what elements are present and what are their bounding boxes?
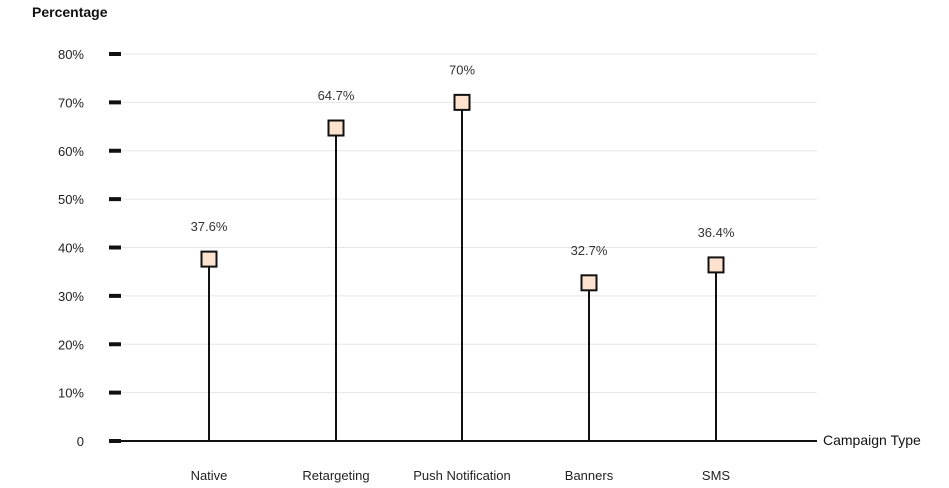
data-labels: 37.6% 64.7% 70% 32.7% 36.4%	[191, 62, 735, 257]
stems	[208, 102, 717, 441]
y-tick-label: 0	[77, 434, 84, 449]
y-tick-mark	[109, 245, 121, 250]
data-label: 70%	[449, 62, 475, 77]
y-tick-mark	[109, 197, 121, 202]
y-tick-label: 70%	[58, 95, 84, 110]
y-tick-mark	[109, 390, 121, 395]
x-tick-label: Push Notification	[413, 468, 511, 483]
x-tick-label: Banners	[565, 468, 614, 483]
marker	[327, 119, 345, 137]
x-tick-label: Native	[191, 468, 228, 483]
marker	[453, 93, 471, 111]
y-tick-mark	[109, 52, 121, 56]
data-label: 64.7%	[318, 88, 355, 103]
marker	[200, 250, 218, 268]
gridlines	[122, 53, 817, 394]
x-tick-label: Retargeting	[302, 468, 369, 483]
y-tick-label: 10%	[58, 386, 84, 401]
y-tick-label: 20%	[58, 337, 84, 352]
y-tick-label: 50%	[58, 192, 84, 207]
y-tick-label: 80%	[58, 47, 84, 62]
y-tick-label: 40%	[58, 241, 84, 256]
x-axis-title: Campaign Type	[823, 432, 921, 448]
y-tick-label: 60%	[58, 144, 84, 159]
y-tick-mark	[109, 100, 121, 105]
x-tick-labels: Native Retargeting Push Notification Banner…	[191, 468, 731, 483]
data-label: 37.6%	[191, 219, 228, 234]
data-label: 36.4%	[698, 225, 735, 240]
y-tick-label: 30%	[58, 289, 84, 304]
marker	[580, 274, 598, 292]
y-axis-title: Percentage	[32, 4, 108, 20]
y-tick-mark	[109, 342, 121, 347]
data-label: 32.7%	[571, 243, 608, 258]
y-tick-mark	[109, 148, 121, 153]
y-axis: 0 10% 20% 30% 40% 50% 60% 70% 80%	[58, 47, 121, 449]
x-tick-label: SMS	[702, 468, 731, 483]
markers	[200, 93, 725, 292]
y-tick-mark	[109, 293, 121, 298]
marker	[707, 256, 725, 274]
